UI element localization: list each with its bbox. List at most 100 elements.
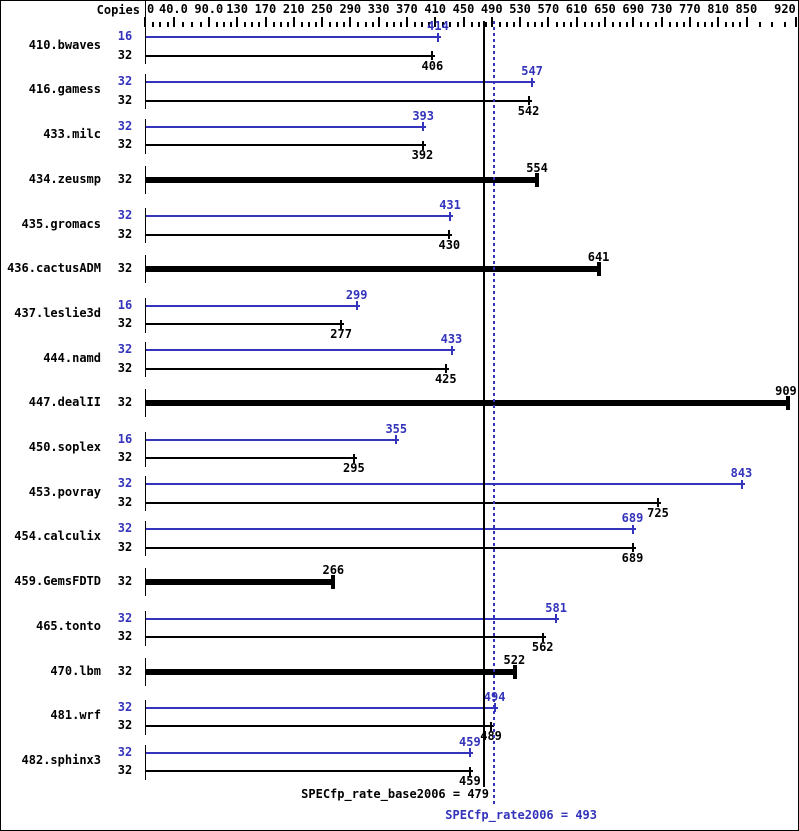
copies-label: 32 bbox=[117, 74, 133, 88]
bar-end-tick bbox=[528, 96, 530, 105]
axis-minor-tick bbox=[223, 22, 225, 27]
bar-value-label: 689 bbox=[621, 551, 644, 565]
axis-minor-tick bbox=[485, 22, 487, 27]
bar-end-tick bbox=[741, 480, 743, 489]
copies-label: 32 bbox=[117, 700, 133, 714]
axis-major-tick bbox=[576, 17, 578, 27]
benchmark-name: 447.dealII bbox=[28, 395, 101, 409]
benchmark-name: 436.cactusADM bbox=[7, 261, 101, 275]
result-bar-peak bbox=[146, 752, 473, 754]
axis-minor-tick bbox=[442, 22, 444, 27]
bar-value-label: 299 bbox=[345, 288, 368, 302]
axis-tick-label: 130 bbox=[226, 2, 248, 16]
copies-label: 16 bbox=[117, 298, 133, 312]
result-bar-base bbox=[146, 368, 449, 370]
axis-minor-tick bbox=[541, 22, 543, 27]
bar-end-tick bbox=[422, 141, 424, 150]
copies-label: 32 bbox=[117, 395, 133, 409]
axis-minor-tick bbox=[478, 22, 480, 27]
result-bar-base bbox=[146, 502, 661, 504]
axis-minor-tick bbox=[428, 22, 430, 27]
axis-minor-tick bbox=[534, 22, 536, 27]
result-bar-peak bbox=[146, 126, 426, 128]
benchmark-name: 450.soplex bbox=[28, 440, 101, 454]
block-axis-segment bbox=[145, 476, 146, 511]
axis-minor-tick bbox=[591, 22, 593, 27]
bar-end-tick bbox=[469, 748, 471, 757]
copies-label: 32 bbox=[117, 342, 133, 356]
axis-minor-tick bbox=[732, 22, 734, 27]
axis-minor-tick bbox=[711, 22, 713, 27]
bar-value-label: 554 bbox=[526, 161, 548, 175]
benchmark-name: 437.leslie3d bbox=[14, 306, 101, 320]
axis-minor-tick bbox=[365, 22, 367, 27]
copies-label: 32 bbox=[117, 745, 133, 759]
bar-end-tick bbox=[657, 498, 659, 507]
block-axis-segment bbox=[145, 255, 146, 283]
result-bar-peak bbox=[146, 305, 360, 307]
bar-end-tick bbox=[632, 525, 634, 534]
axis-minor-tick bbox=[414, 22, 416, 27]
bar-end-tick bbox=[555, 614, 557, 623]
result-bar-base-only bbox=[146, 669, 517, 675]
axis-minor-tick bbox=[191, 22, 193, 27]
bar-value-label: 431 bbox=[439, 198, 461, 212]
axis-minor-tick bbox=[584, 22, 586, 27]
axis-tick-label: 770 bbox=[678, 2, 701, 16]
benchmark-name: 454.calculix bbox=[14, 529, 101, 543]
benchmark-name: 433.milc bbox=[43, 127, 101, 141]
axis-minor-tick bbox=[343, 22, 345, 27]
block-axis-segment bbox=[145, 568, 146, 596]
bar-value-label: 433 bbox=[440, 332, 463, 346]
bar-end-tick bbox=[437, 33, 439, 42]
axis-major-tick bbox=[547, 17, 549, 27]
copies-label: 32 bbox=[117, 629, 133, 643]
axis-major-tick bbox=[795, 17, 797, 27]
axis-minor-tick bbox=[598, 22, 600, 27]
axis-tick-label: 810 bbox=[707, 2, 729, 16]
bar-end-tick bbox=[451, 346, 453, 355]
axis-tick-label: 490 bbox=[480, 2, 503, 16]
benchmark-name: 459.GemsFDTD bbox=[14, 574, 101, 588]
axis-major-tick bbox=[491, 17, 493, 27]
axis-major-tick bbox=[293, 17, 295, 27]
axis-minor-tick bbox=[200, 22, 202, 27]
copies-label: 32 bbox=[117, 48, 133, 62]
benchmark-name: 470.lbm bbox=[50, 664, 101, 678]
bar-value-label: 277 bbox=[330, 327, 352, 341]
bar-end-tick bbox=[449, 212, 451, 221]
copies-label: 32 bbox=[117, 93, 133, 107]
copies-label: 32 bbox=[117, 361, 133, 375]
copies-label: 32 bbox=[117, 261, 133, 275]
bar-end-tick bbox=[535, 173, 539, 187]
block-axis-segment bbox=[145, 119, 146, 154]
bar-value-label: 909 bbox=[775, 384, 797, 398]
block-axis-segment bbox=[145, 342, 146, 377]
benchmark-name: 481.wrf bbox=[50, 708, 101, 722]
block-axis-segment bbox=[145, 432, 146, 467]
benchmark-name: 434.zeusmp bbox=[28, 172, 101, 186]
benchmark-name: 465.tonto bbox=[35, 619, 101, 633]
bar-end-tick bbox=[513, 665, 517, 679]
axis-minor-tick bbox=[182, 22, 184, 27]
copies-label: 32 bbox=[117, 137, 133, 151]
result-bar-peak bbox=[146, 36, 441, 38]
axis-minor-tick bbox=[159, 22, 161, 27]
result-bar-base bbox=[146, 323, 344, 325]
axis-minor-tick bbox=[471, 22, 473, 27]
axis-minor-tick bbox=[626, 22, 628, 27]
axis-minor-tick bbox=[308, 22, 310, 27]
axis-minor-tick bbox=[619, 22, 621, 27]
peak-mean-reference-line bbox=[493, 21, 495, 804]
axis-minor-tick bbox=[372, 22, 374, 27]
bar-end-tick bbox=[356, 301, 358, 310]
result-bar-peak bbox=[146, 81, 535, 83]
axis-major-tick bbox=[434, 17, 436, 27]
block-axis-segment bbox=[145, 29, 146, 64]
peak-metric-label: SPECfp_rate2006 = 493 bbox=[445, 808, 597, 822]
result-bar-peak bbox=[146, 215, 453, 217]
axis-minor-tick bbox=[739, 22, 741, 27]
bar-value-label: 414 bbox=[427, 19, 449, 33]
axis-tick-label: 650 bbox=[594, 2, 616, 16]
block-axis-segment bbox=[145, 745, 146, 780]
